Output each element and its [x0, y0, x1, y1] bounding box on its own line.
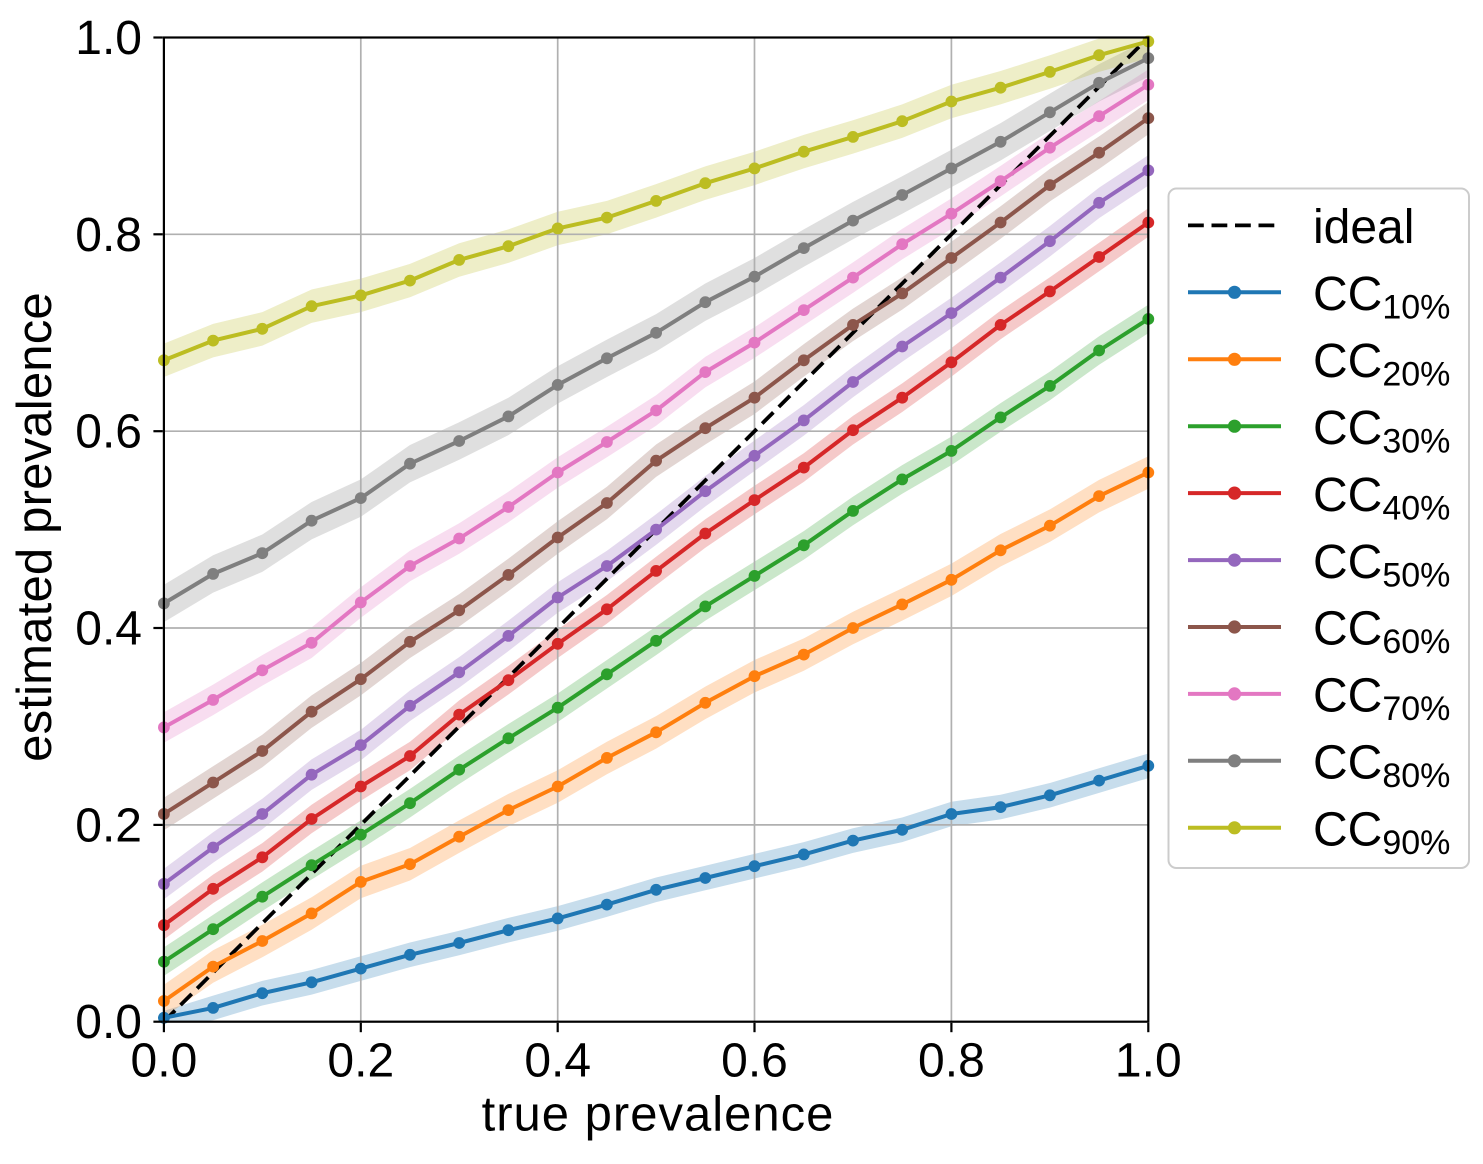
svg-text:0.8: 0.8 — [918, 1035, 985, 1088]
svg-text:0.6: 0.6 — [721, 1035, 788, 1088]
svg-text:0.4: 0.4 — [75, 603, 142, 656]
svg-text:0.2: 0.2 — [327, 1035, 394, 1088]
svg-text:0.0: 0.0 — [131, 1035, 198, 1088]
svg-text:0.4: 0.4 — [524, 1035, 591, 1088]
svg-text:true prevalence: true prevalence — [482, 1088, 835, 1142]
svg-text:0.0: 0.0 — [75, 996, 142, 1049]
svg-text:0.2: 0.2 — [75, 799, 142, 852]
svg-text:1.0: 1.0 — [75, 12, 142, 65]
svg-text:1.0: 1.0 — [1115, 1035, 1182, 1088]
svg-text:estimated prevalence: estimated prevalence — [8, 292, 62, 762]
svg-text:0.6: 0.6 — [75, 406, 142, 459]
svg-text:0.8: 0.8 — [75, 209, 142, 262]
svg-text:ideal: ideal — [1313, 201, 1414, 254]
